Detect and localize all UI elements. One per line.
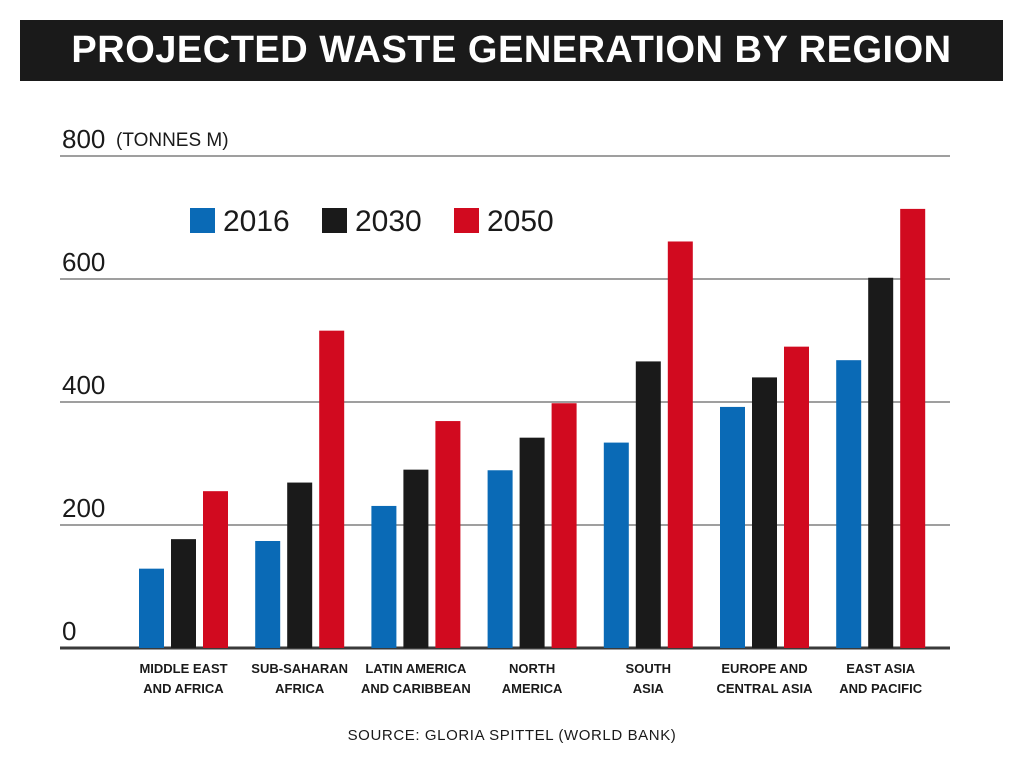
y-tick-label-800: 800	[62, 124, 105, 154]
x-tick-label-2-0: LATIN AMERICA	[365, 661, 467, 676]
x-tick-label-0-1: AND AFRICA	[143, 681, 224, 696]
bar-2050-0	[203, 491, 228, 648]
bar-2030-5	[752, 377, 777, 648]
bar-2050-4	[667, 241, 693, 649]
x-tick-label-1-1: AFRICA	[275, 681, 325, 696]
x-tick-label-5-1: CENTRAL ASIA	[716, 681, 813, 696]
source-note: SOURCE: GLORIA SPITTEL (WORLD BANK)	[347, 727, 677, 744]
bar-2030-0	[171, 539, 196, 648]
x-tick-label-2-1: AND CARIBBEAN	[361, 681, 471, 696]
bar-2016-0	[139, 568, 164, 648]
bar-2030-1	[287, 482, 313, 648]
x-tick-label-0-0: MIDDLE EAST	[139, 661, 227, 676]
bar-2030-6	[868, 277, 894, 648]
bar-2016-6	[836, 360, 862, 648]
bar-2050-3	[551, 403, 577, 648]
bar-2050-5	[784, 346, 809, 648]
bar-2050-6	[900, 208, 926, 648]
x-tick-label-4-0: SOUTH	[626, 661, 672, 676]
legend-swatch-2030	[322, 208, 347, 233]
legend-swatch-2016	[190, 208, 215, 233]
y-tick-label-200: 200	[62, 493, 105, 523]
x-tick-label-4-1: ASIA	[633, 681, 665, 696]
bar-2016-1	[255, 540, 281, 648]
bar-2030-2	[403, 469, 429, 648]
bar-2030-3	[519, 437, 545, 648]
chart-title: PROJECTED WASTE GENERATION BY REGION	[20, 20, 1003, 81]
x-tick-label-3-1: AMERICA	[502, 681, 563, 696]
y-tick-label-400: 400	[62, 370, 105, 400]
bar-2050-2	[435, 421, 461, 648]
x-tick-label-6-0: EAST ASIA	[846, 661, 915, 676]
bar-2016-3	[487, 470, 513, 648]
bar-2016-2	[371, 505, 397, 648]
bar-2050-1	[319, 330, 345, 648]
y-tick-label-600: 600	[62, 247, 105, 277]
x-tick-label-3-0: NORTH	[509, 661, 555, 676]
legend-label-2030: 2030	[355, 205, 422, 238]
y-tick-label-0: 0	[62, 616, 76, 646]
x-tick-label-5-0: EUROPE AND	[721, 661, 807, 676]
bar-2016-4	[603, 442, 629, 648]
legend-swatch-2050	[454, 208, 479, 233]
legend-label-2016: 2016	[223, 205, 290, 238]
bar-2016-5	[720, 406, 745, 648]
bar-2030-4	[635, 361, 661, 648]
x-tick-label-1-0: SUB-SAHARAN	[251, 661, 348, 676]
y-axis-label: (TONNES M)	[116, 130, 229, 151]
legend-label-2050: 2050	[487, 205, 554, 238]
x-tick-label-6-1: AND PACIFIC	[839, 681, 922, 696]
